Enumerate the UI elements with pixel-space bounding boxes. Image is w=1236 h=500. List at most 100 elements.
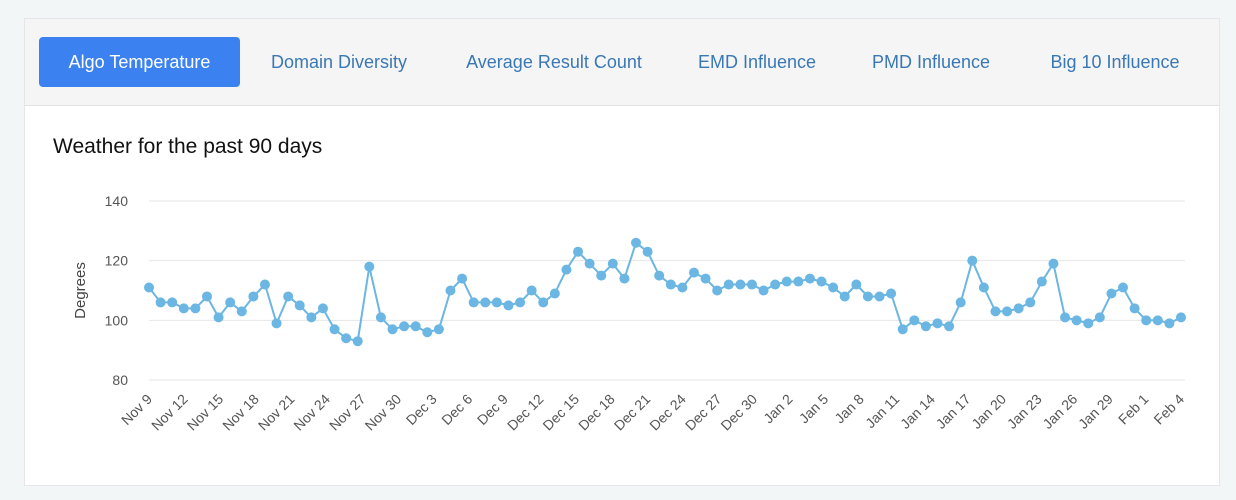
x-tick-label: Jan 5 bbox=[796, 391, 832, 427]
y-tick-label: 140 bbox=[105, 193, 129, 209]
data-point bbox=[1071, 315, 1082, 326]
data-point bbox=[804, 273, 815, 284]
x-tick-label: Nov 12 bbox=[148, 391, 191, 434]
data-point bbox=[399, 321, 410, 332]
x-tick-label: Feb 4 bbox=[1150, 391, 1187, 428]
data-point bbox=[1002, 306, 1013, 317]
data-point bbox=[271, 318, 282, 329]
data-point bbox=[201, 291, 212, 302]
y-tick-label: 120 bbox=[105, 253, 129, 269]
y-axis-label: Degrees bbox=[72, 262, 89, 319]
x-tick-label: Nov 27 bbox=[326, 391, 369, 434]
data-point bbox=[1083, 318, 1094, 329]
data-point bbox=[1141, 315, 1152, 326]
data-point bbox=[677, 282, 688, 293]
x-tick-label: Nov 30 bbox=[362, 391, 405, 434]
data-point bbox=[213, 312, 224, 323]
y-tick-label: 80 bbox=[112, 372, 128, 388]
chart-title: Weather for the past 90 days bbox=[53, 135, 323, 158]
x-tick-label: Jan 8 bbox=[831, 391, 867, 427]
data-point bbox=[932, 318, 943, 329]
data-point bbox=[897, 324, 908, 335]
data-point bbox=[862, 291, 873, 302]
data-point bbox=[538, 297, 549, 308]
x-tick-label: Jan 20 bbox=[968, 391, 1009, 432]
tab-bar: Algo Temperature Domain Diversity Averag… bbox=[25, 19, 1219, 106]
data-point bbox=[410, 321, 421, 332]
data-point bbox=[874, 291, 885, 302]
data-point bbox=[688, 267, 699, 278]
tab-algo-temperature[interactable]: Algo Temperature bbox=[39, 37, 240, 87]
series-line bbox=[148, 241, 1182, 343]
data-point bbox=[364, 261, 375, 272]
data-point bbox=[920, 321, 931, 332]
data-point bbox=[793, 276, 804, 287]
data-point bbox=[306, 312, 317, 323]
data-point bbox=[1036, 276, 1047, 287]
data-point bbox=[236, 306, 247, 317]
data-point bbox=[596, 270, 607, 281]
data-point bbox=[225, 297, 236, 308]
data-point bbox=[978, 282, 989, 293]
data-point bbox=[955, 297, 966, 308]
tab-emd-influence[interactable]: EMD Influence bbox=[697, 51, 817, 72]
x-tick-label: Dec 3 bbox=[403, 391, 440, 428]
data-point bbox=[294, 300, 305, 311]
data-point bbox=[1176, 312, 1186, 323]
data-point bbox=[190, 303, 201, 314]
data-point bbox=[746, 279, 757, 290]
data-point bbox=[1129, 303, 1140, 314]
x-tick-label: Dec 30 bbox=[717, 391, 760, 434]
x-tick-label: Nov 15 bbox=[184, 391, 227, 434]
data-point bbox=[944, 321, 955, 332]
x-tick-label: Dec 18 bbox=[575, 391, 618, 434]
data-point bbox=[433, 324, 444, 335]
data-point bbox=[178, 303, 189, 314]
x-tick-label: Jan 14 bbox=[897, 391, 938, 432]
data-point bbox=[839, 291, 850, 302]
x-tick-label: Nov 21 bbox=[255, 391, 298, 434]
x-tick-label: Nov 18 bbox=[219, 391, 262, 434]
x-tick-label: Nov 24 bbox=[290, 391, 333, 434]
data-point bbox=[781, 276, 792, 287]
data-point bbox=[700, 273, 711, 284]
data-point bbox=[375, 312, 386, 323]
data-point bbox=[967, 255, 978, 266]
chart-card: Algo Temperature Domain Diversity Averag… bbox=[24, 18, 1220, 486]
x-tick-label: Dec 6 bbox=[438, 391, 475, 428]
tab-domain-diversity[interactable]: Domain Diversity bbox=[270, 51, 408, 72]
x-tick-label: Dec 27 bbox=[682, 391, 725, 434]
data-point bbox=[723, 279, 734, 290]
data-point bbox=[619, 273, 630, 284]
data-point bbox=[317, 303, 328, 314]
data-point bbox=[259, 279, 270, 290]
data-point bbox=[758, 285, 769, 296]
tab-big-10-influence[interactable]: Big 10 Influence bbox=[1050, 51, 1180, 72]
x-tick-label: Dec 21 bbox=[611, 391, 654, 434]
data-point bbox=[665, 279, 676, 290]
data-point bbox=[1106, 288, 1117, 299]
data-point bbox=[607, 258, 618, 269]
x-tick-label: Dec 12 bbox=[504, 391, 547, 434]
x-tick-label: Jan 2 bbox=[760, 391, 796, 427]
data-point bbox=[1025, 297, 1036, 308]
tab-pmd-influence[interactable]: PMD Influence bbox=[871, 51, 991, 72]
x-tick-label: Dec 24 bbox=[646, 391, 689, 434]
y-tick-label: 100 bbox=[105, 312, 129, 328]
data-point bbox=[341, 333, 352, 344]
data-point bbox=[352, 336, 363, 347]
x-tick-label: Dec 15 bbox=[539, 391, 582, 434]
data-point bbox=[1048, 258, 1059, 269]
data-point bbox=[1164, 318, 1175, 329]
data-point bbox=[990, 306, 1001, 317]
data-point bbox=[642, 246, 653, 257]
data-point bbox=[549, 288, 560, 299]
tab-average-result-count[interactable]: Average Result Count bbox=[466, 51, 642, 72]
x-tick-label: Jan 23 bbox=[1004, 391, 1045, 432]
data-point bbox=[515, 297, 526, 308]
x-tick-label: Jan 26 bbox=[1039, 391, 1080, 432]
x-tick-label: Jan 29 bbox=[1075, 391, 1116, 432]
data-point bbox=[445, 285, 456, 296]
data-point bbox=[480, 297, 491, 308]
data-point bbox=[457, 273, 468, 284]
